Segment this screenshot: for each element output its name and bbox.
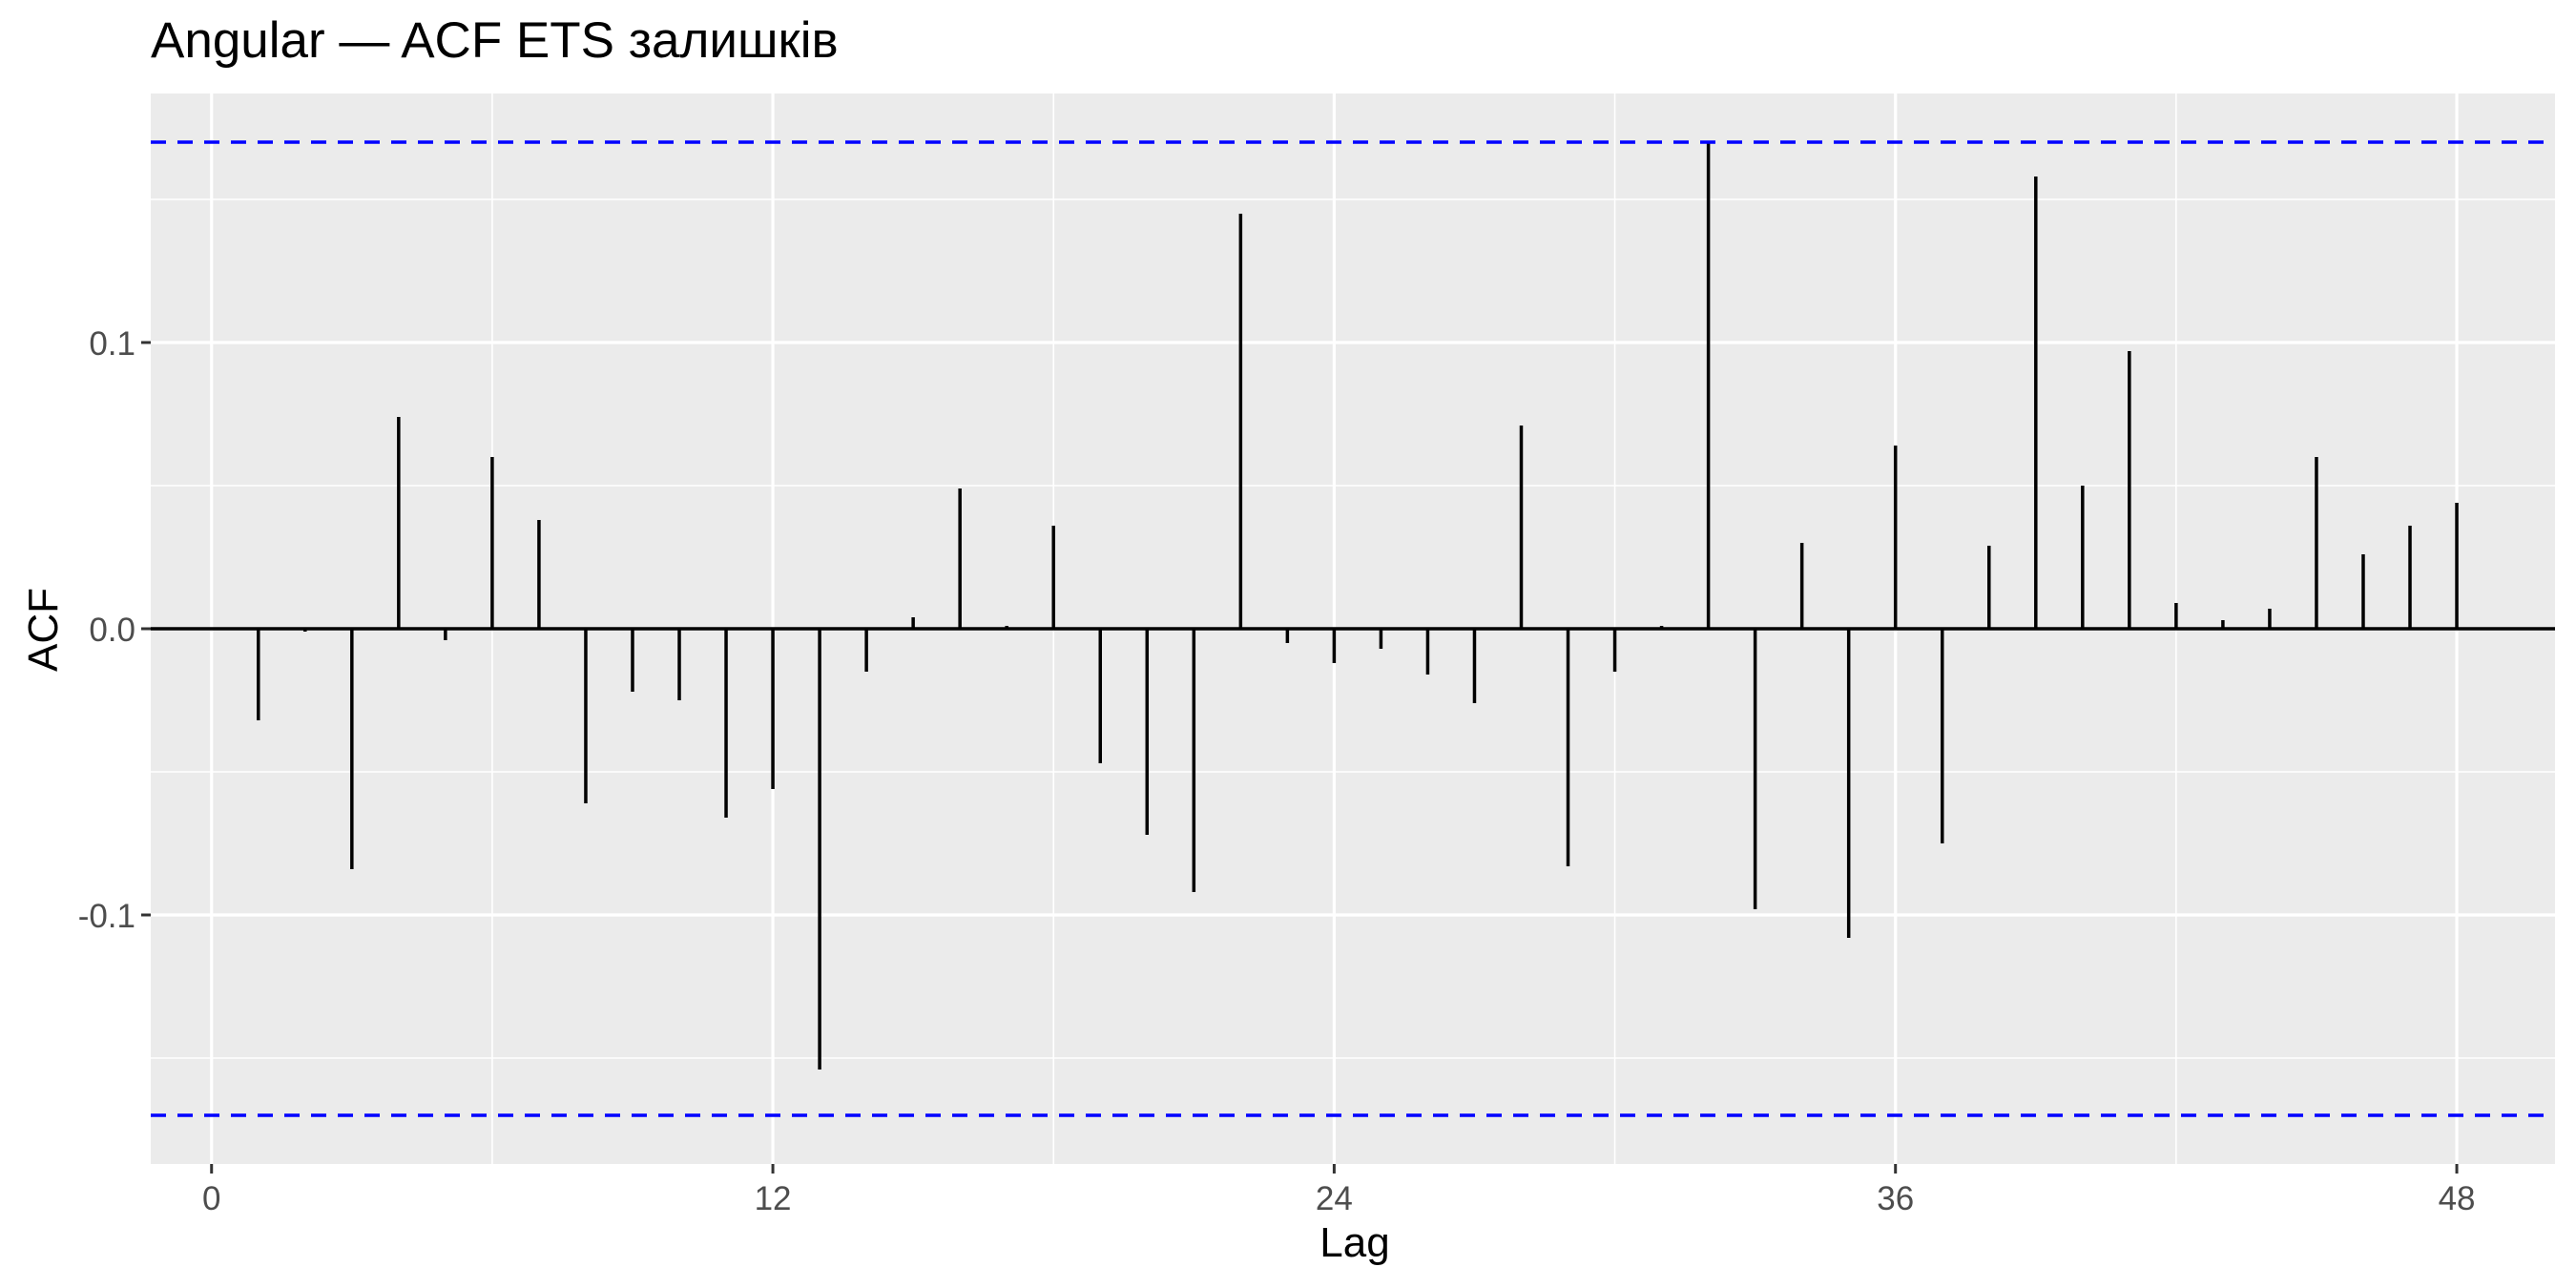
chart-title: Angular — ACF ETS залишків bbox=[151, 12, 839, 69]
x-tick-label: 12 bbox=[755, 1180, 792, 1217]
x-tick-label: 36 bbox=[1877, 1180, 1914, 1217]
y-axis-ticks: -0.1 0.0 0.1 bbox=[78, 325, 151, 935]
acf-bars bbox=[257, 142, 2459, 1070]
x-tick-label: 48 bbox=[2439, 1180, 2476, 1217]
x-tick-label: 24 bbox=[1316, 1180, 1353, 1217]
y-tick-label: 0.0 bbox=[89, 612, 135, 649]
y-tick-label: 0.1 bbox=[89, 325, 135, 363]
confidence-bounds bbox=[151, 140, 2555, 1117]
y-axis-title: ACF bbox=[20, 588, 67, 672]
x-tick-label: 0 bbox=[202, 1180, 220, 1217]
y-tick-label: -0.1 bbox=[78, 898, 135, 935]
x-axis-ticks: 0 12 24 36 48 bbox=[202, 1164, 2476, 1217]
x-axis-title: Lag bbox=[1319, 1219, 1390, 1266]
